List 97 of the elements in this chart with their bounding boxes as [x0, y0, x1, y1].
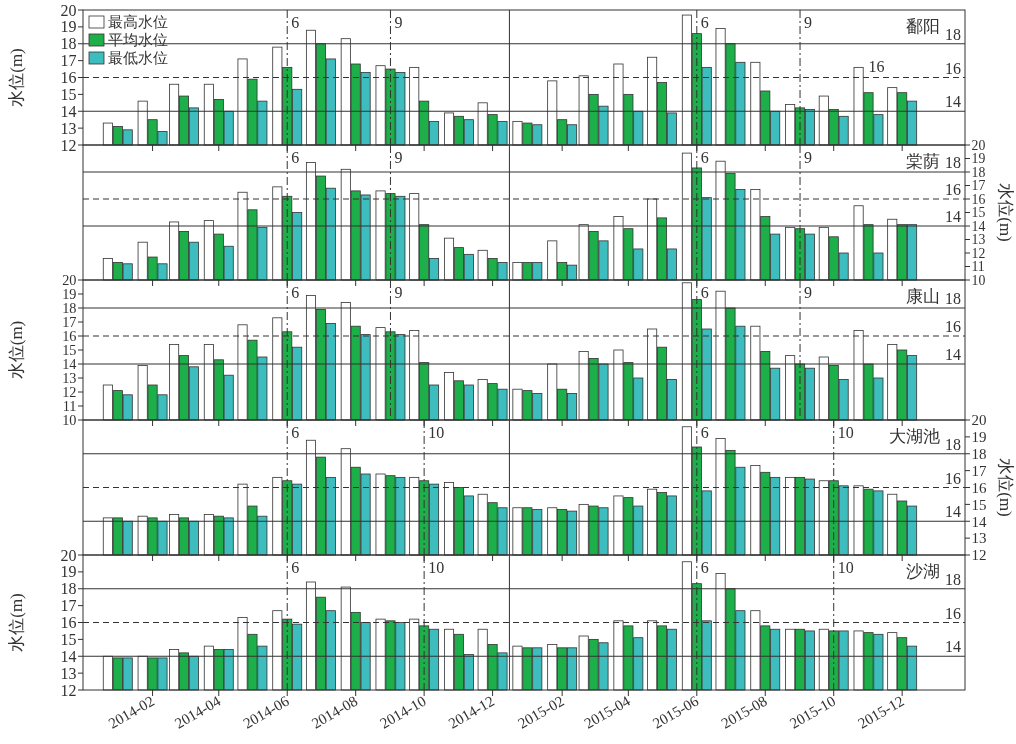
y2-tick-label: 18 [971, 164, 986, 180]
ref-line-label: 18 [945, 290, 961, 307]
ref-line-label: 18 [945, 154, 961, 171]
y2-tick-label: 19 [971, 429, 987, 446]
y-tick-label: 12 [62, 384, 77, 400]
y-tick-label: 15 [62, 342, 77, 358]
y-tick-label: 18 [60, 35, 77, 53]
ref-line-label: 6 [700, 284, 709, 301]
ref-line-label: 18 [945, 570, 961, 588]
y-tick-label: 17 [60, 597, 77, 615]
y-tick-label: 18 [62, 300, 77, 316]
ref-line-label: 16 [945, 318, 961, 335]
ref-line-label: 9 [394, 14, 403, 31]
y2-tick-label: 13 [971, 530, 987, 547]
ref-line-label: 16 [945, 59, 961, 77]
y-tick-label: 19 [62, 286, 77, 302]
ref-line-label: 6 [700, 14, 709, 31]
ref-line-label: 18 [945, 25, 961, 43]
y-tick-label: 14 [60, 102, 77, 120]
y-tick-label: 13 [62, 370, 77, 386]
y2-tick-label: 14 [971, 218, 986, 234]
ref-line-label: 6 [291, 14, 300, 31]
y-tick-label: 12 [60, 681, 77, 699]
y-tick-label: 16 [60, 614, 77, 632]
y2-tick-label: 14 [971, 513, 987, 530]
ref-line-label: 14 [945, 346, 961, 363]
y-tick-label: 18 [60, 580, 77, 598]
ref-line-label: 10 [837, 424, 854, 441]
y-tick-label: 14 [62, 356, 77, 372]
y2-tick-label: 12 [971, 245, 986, 261]
y-tick-label: 19 [60, 18, 77, 36]
y2-axis-title: 水位(m) [996, 183, 1015, 242]
y-tick-label: 17 [60, 52, 77, 70]
ref-line-label: 9 [804, 149, 813, 166]
y2-tick-label: 20 [971, 412, 987, 429]
ref-line-label: 6 [291, 424, 300, 441]
chart-title: 棠荫 [906, 152, 940, 171]
y-tick-label: 11 [62, 398, 77, 414]
ref-line-label: 10 [837, 559, 854, 576]
y-tick-label: 17 [62, 314, 77, 330]
chart-title: 康山 [906, 287, 940, 306]
y2-tick-label: 15 [971, 496, 987, 513]
y2-tick-label: 16 [971, 191, 986, 207]
chart-title: 沙湖 [906, 562, 940, 581]
y2-tick-label: 12 [971, 547, 987, 564]
y2-tick-label: 20 [971, 137, 986, 153]
ref-line-label: 6 [291, 284, 300, 301]
y-tick-label: 15 [60, 85, 77, 103]
ref-line-label: 16 [945, 469, 961, 487]
annotation: 16 [868, 58, 885, 76]
ref-line-label: 14 [945, 208, 961, 225]
y-tick-label: 20 [60, 1, 77, 19]
ref-line-label: 6 [291, 559, 300, 576]
ref-line-label: 18 [945, 435, 961, 453]
y-tick-label: 13 [60, 664, 77, 682]
ref-line-label: 6 [700, 424, 709, 441]
y-tick-label: 19 [60, 563, 77, 581]
y-tick-label: 16 [62, 328, 77, 344]
y-tick-label: 12 [60, 136, 77, 154]
chart-title: 大湖池 [889, 427, 940, 446]
ref-line-label: 14 [945, 638, 961, 656]
ref-line-label: 16 [945, 181, 961, 198]
legend-label: 最低水位 [108, 50, 168, 66]
y-tick-label: 14 [60, 647, 77, 665]
ref-line-label: 10 [428, 559, 445, 576]
ref-line-label: 6 [291, 149, 300, 166]
ref-line-label: 9 [804, 284, 813, 301]
ref-line-label: 14 [945, 93, 961, 111]
y-axis-title: 水位(m) [7, 320, 26, 380]
y2-tick-label: 19 [971, 151, 986, 167]
ref-line-label: 14 [945, 503, 961, 521]
y-axis-title: 水位(m) [7, 48, 26, 107]
chart-title: 鄱阳 [906, 17, 940, 36]
y2-axis-title: 水位(m) [996, 458, 1015, 517]
ref-line-label: 9 [394, 284, 403, 301]
y-axis-title: 水位(m) [7, 593, 26, 652]
y-tick-label: 20 [62, 272, 77, 288]
ref-line-label: 6 [700, 559, 709, 576]
y2-tick-label: 10 [971, 272, 986, 288]
y-tick-label: 10 [62, 412, 77, 428]
y2-tick-label: 11 [971, 259, 985, 275]
y2-tick-label: 13 [971, 232, 986, 248]
ref-line-label: 9 [394, 149, 403, 166]
y2-tick-label: 18 [971, 446, 987, 462]
ref-line-label: 6 [700, 149, 709, 166]
ref-line-label: 10 [428, 424, 445, 441]
y2-tick-label: 16 [971, 479, 987, 496]
y-tick-label: 16 [60, 69, 77, 87]
y2-tick-label: 17 [971, 178, 986, 194]
y-tick-label: 15 [60, 630, 77, 648]
ref-line-label: 9 [804, 14, 813, 31]
y2-tick-label: 15 [971, 205, 986, 221]
y-tick-label: 20 [60, 546, 77, 564]
y2-tick-label: 17 [971, 462, 987, 479]
y-tick-label: 13 [60, 119, 77, 137]
legend-label: 最高水位 [108, 14, 168, 30]
ref-line-label: 16 [945, 604, 961, 622]
